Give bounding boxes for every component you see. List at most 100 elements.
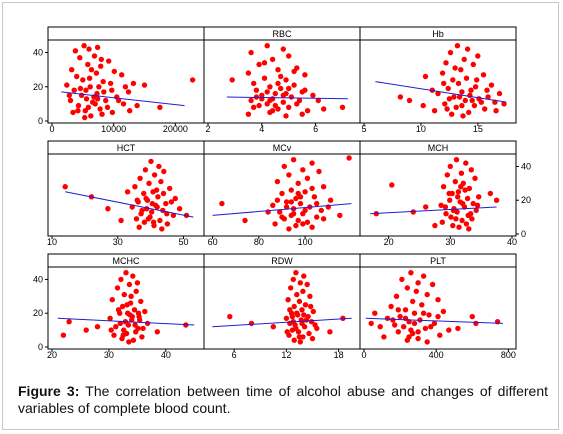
- data-point: [316, 168, 322, 175]
- data-point: [476, 194, 482, 200]
- data-point: [161, 168, 167, 175]
- figure-caption: Figure 3: The correlation between time o…: [18, 383, 548, 417]
- data-point: [149, 209, 155, 215]
- data-point: [471, 102, 478, 109]
- data-point: [469, 97, 475, 104]
- data-point: [309, 160, 315, 166]
- data-point: [150, 219, 157, 225]
- data-point: [86, 46, 92, 52]
- data-point: [264, 43, 270, 49]
- y-tick-label: 20: [33, 82, 43, 92]
- data-point: [304, 108, 311, 114]
- data-point: [397, 313, 403, 320]
- data-point: [160, 190, 167, 197]
- data-point: [389, 182, 395, 188]
- data-point: [159, 226, 165, 232]
- data-point: [468, 87, 474, 93]
- data-point: [96, 84, 102, 90]
- fit-line: [365, 317, 503, 324]
- data-point: [424, 339, 430, 345]
- data-point: [158, 178, 164, 185]
- data-point: [307, 293, 313, 299]
- y-tick-label: 20: [521, 195, 531, 205]
- fit-line: [65, 191, 194, 218]
- data-point: [327, 197, 334, 203]
- data-point: [85, 104, 92, 111]
- data-point: [118, 276, 124, 283]
- data-point: [77, 55, 83, 61]
- data-point: [126, 281, 133, 288]
- data-point: [443, 60, 449, 66]
- data-point: [256, 61, 262, 68]
- data-point: [458, 67, 464, 73]
- data-point: [468, 167, 474, 173]
- data-point: [485, 94, 491, 100]
- y-tick-label: 20: [33, 308, 43, 318]
- fit-line: [61, 91, 185, 107]
- data-point: [346, 155, 352, 161]
- data-point: [415, 280, 421, 286]
- y-tick-label: 40: [33, 48, 43, 58]
- x-tick-label: 6: [232, 350, 237, 360]
- data-point: [134, 280, 141, 286]
- data-point: [473, 320, 479, 327]
- data-point: [472, 84, 479, 90]
- data-point: [384, 315, 391, 321]
- data-point: [381, 334, 387, 340]
- data-point: [142, 167, 149, 173]
- data-point: [248, 49, 254, 56]
- data-point: [294, 101, 300, 107]
- data-point: [463, 160, 469, 166]
- fit-line: [370, 206, 497, 215]
- data-point: [429, 281, 436, 288]
- data-point: [446, 327, 452, 333]
- data-point: [245, 70, 252, 76]
- data-point: [285, 297, 291, 303]
- data-point: [464, 195, 471, 202]
- data-point: [297, 339, 303, 345]
- data-point: [466, 185, 473, 192]
- data-point: [267, 97, 273, 104]
- data-point: [229, 77, 235, 83]
- data-point: [85, 61, 91, 68]
- x-tick-label: 20: [384, 237, 394, 247]
- data-point: [290, 157, 297, 163]
- data-point: [410, 209, 416, 215]
- data-point: [286, 226, 292, 232]
- data-point: [302, 72, 308, 78]
- data-point: [296, 298, 303, 305]
- data-point: [145, 216, 152, 222]
- data-point: [118, 217, 124, 224]
- data-point: [453, 157, 460, 163]
- data-point: [140, 325, 146, 332]
- data-point: [104, 104, 111, 111]
- data-point: [456, 224, 462, 230]
- data-point: [321, 106, 327, 112]
- data-point: [306, 330, 312, 337]
- data-point: [460, 113, 466, 119]
- data-point: [176, 206, 183, 212]
- data-point: [337, 212, 343, 219]
- data-point: [88, 67, 95, 73]
- data-point: [401, 324, 407, 330]
- x-tick-label: 0: [361, 350, 366, 360]
- data-point: [297, 200, 304, 207]
- data-point: [133, 216, 140, 222]
- data-point: [406, 334, 412, 340]
- panel-hb: Hb 5 10 15: [359, 26, 517, 134]
- caption-label: Figure 3:: [18, 383, 80, 399]
- data-point: [279, 214, 285, 220]
- data-point: [256, 102, 262, 109]
- panel-title: RBC: [272, 29, 292, 39]
- x-tick-label: 80: [254, 237, 264, 247]
- data-point: [120, 332, 126, 338]
- data-point: [302, 189, 308, 195]
- fit-line: [57, 317, 195, 326]
- data-point: [287, 307, 293, 313]
- data-point: [219, 200, 225, 207]
- data-point: [406, 97, 413, 104]
- data-point: [431, 320, 438, 327]
- data-point: [81, 43, 87, 49]
- data-point: [264, 89, 270, 95]
- data-point: [458, 184, 464, 190]
